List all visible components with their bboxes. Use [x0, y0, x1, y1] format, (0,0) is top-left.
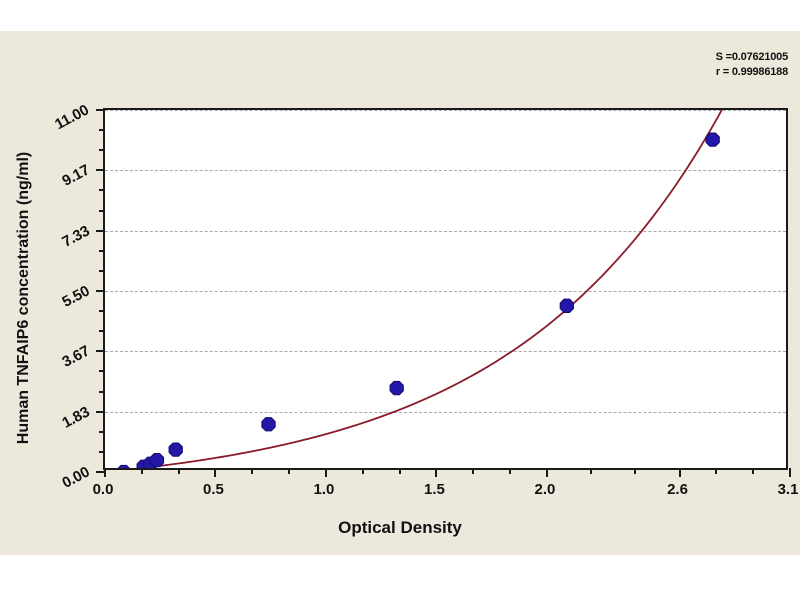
y-tick-major	[96, 410, 105, 413]
gridline	[105, 411, 786, 413]
x-tick-label: 2.6	[667, 481, 688, 498]
y-tick-minor	[99, 310, 105, 313]
stat-s-value: S =0.07621005	[715, 51, 789, 63]
gridline	[105, 351, 786, 353]
x-tick-label: 0.5	[203, 481, 224, 498]
x-tick-major	[545, 468, 548, 477]
y-tick-minor	[99, 330, 105, 333]
x-tick-minor	[288, 468, 291, 474]
data-point-marker	[389, 380, 404, 396]
x-tick-minor	[634, 468, 637, 474]
x-tick-minor	[140, 468, 143, 474]
y-tick-major	[96, 290, 105, 292]
plot-inner	[105, 110, 786, 468]
data-point-markers	[117, 132, 720, 468]
x-tick-minor	[752, 468, 755, 474]
y-tick-minor	[99, 430, 105, 433]
stat-r-value: r = 0.99986188	[715, 66, 788, 78]
x-tick-minor	[472, 468, 475, 474]
x-tick-major	[104, 468, 106, 477]
y-tick-minor	[99, 370, 105, 373]
gridline	[105, 230, 786, 232]
gridline	[105, 170, 786, 172]
x-tick-minor	[398, 468, 401, 474]
y-axis-title: Human TNFAIP6 concentration (ng/ml)	[15, 151, 32, 445]
x-tick-major	[789, 468, 791, 477]
x-tick-major	[435, 468, 438, 477]
x-tick-label: 0.0	[92, 481, 114, 498]
data-point-marker	[559, 298, 574, 313]
x-tick-minor	[177, 468, 180, 474]
x-tick-minor	[251, 468, 254, 474]
x-tick-minor	[715, 468, 718, 474]
x-axis-title: Optical Density	[338, 518, 462, 537]
x-tick-label: 2.0	[534, 481, 556, 498]
x-tick-minor	[509, 468, 512, 474]
data-layer	[117, 110, 723, 468]
y-tick-major	[96, 109, 105, 111]
x-tick-label: 1.5	[424, 481, 445, 498]
x-tick-minor	[361, 468, 364, 474]
y-tick-minor	[99, 269, 105, 272]
y-tick-minor	[99, 390, 105, 393]
data-point-marker	[261, 417, 276, 432]
x-tick-major	[214, 468, 217, 477]
gridline	[105, 291, 786, 292]
y-tick-minor	[99, 249, 105, 252]
y-tick-minor	[99, 129, 105, 132]
fit-statistics-annotation: S =0.07621005 r = 0.99986188	[715, 50, 789, 80]
gridline	[105, 110, 786, 111]
y-tick-major	[96, 350, 105, 353]
x-tick-label: 1.0	[313, 481, 335, 498]
y-tick-minor	[99, 149, 105, 152]
y-tick-minor	[99, 450, 105, 453]
x-tick-major	[324, 468, 327, 477]
x-tick-major	[678, 468, 681, 477]
y-tick-minor	[99, 189, 105, 192]
data-point-marker	[168, 442, 183, 457]
fit-curve-path	[134, 110, 723, 468]
y-tick-minor	[99, 209, 105, 212]
data-point-marker	[117, 464, 130, 468]
data-point-marker	[705, 132, 720, 147]
plot-area	[96, 108, 791, 477]
x-tick-minor	[590, 468, 593, 474]
y-tick-major	[96, 169, 105, 172]
x-tick-label: 3.1	[777, 481, 799, 498]
y-tick-major	[96, 229, 105, 232]
data-point-marker	[149, 453, 165, 468]
y-tick-major	[96, 471, 105, 473]
